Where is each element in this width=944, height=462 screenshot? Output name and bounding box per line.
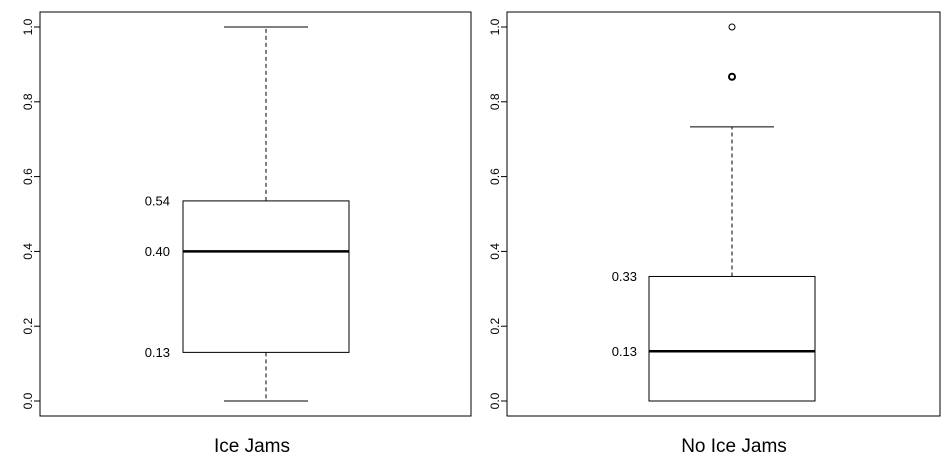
y-tick-label: 1.0	[488, 18, 502, 35]
plot-frame	[506, 11, 941, 417]
q1-value-label: 0.13	[145, 345, 170, 360]
outlier-point	[728, 23, 736, 31]
no-ice-jams-panel: 0.0 0.2 0.4 0.6 0.8 1.0 0.33 0.13 No Ice Jams	[488, 11, 941, 457]
median-value-label: 0.40	[145, 244, 170, 259]
y-tick-label: 0.8	[488, 93, 502, 110]
median-value-label: 0.13	[612, 344, 637, 359]
plot-frame	[39, 11, 472, 417]
y-tick-label: 0.6	[21, 168, 35, 185]
y-tick-label: 1.0	[21, 18, 35, 35]
y-tick-label: 0.8	[21, 93, 35, 110]
iqr-box	[182, 200, 350, 353]
outlier-point	[728, 72, 736, 81]
iqr-box	[648, 275, 816, 402]
ice-jams-panel: 0.0 0.2 0.4 0.6 0.8 1.0 0.54 0.40 0.13 Ice Jams	[21, 11, 472, 457]
category-label: Ice Jams	[214, 436, 290, 457]
y-tick-label: 0.2	[21, 318, 35, 335]
y-tick-label: 0.2	[488, 318, 502, 335]
y-tick-label: 0.4	[488, 243, 502, 260]
q3-value-label: 0.33	[612, 269, 637, 284]
y-tick-label: 0.4	[21, 243, 35, 260]
category-label: No Ice Jams	[681, 436, 787, 457]
y-tick-label: 0.0	[21, 392, 35, 409]
y-tick-label: 0.6	[488, 168, 502, 185]
q3-value-label: 0.54	[145, 193, 170, 208]
y-tick-label: 0.0	[488, 392, 502, 409]
